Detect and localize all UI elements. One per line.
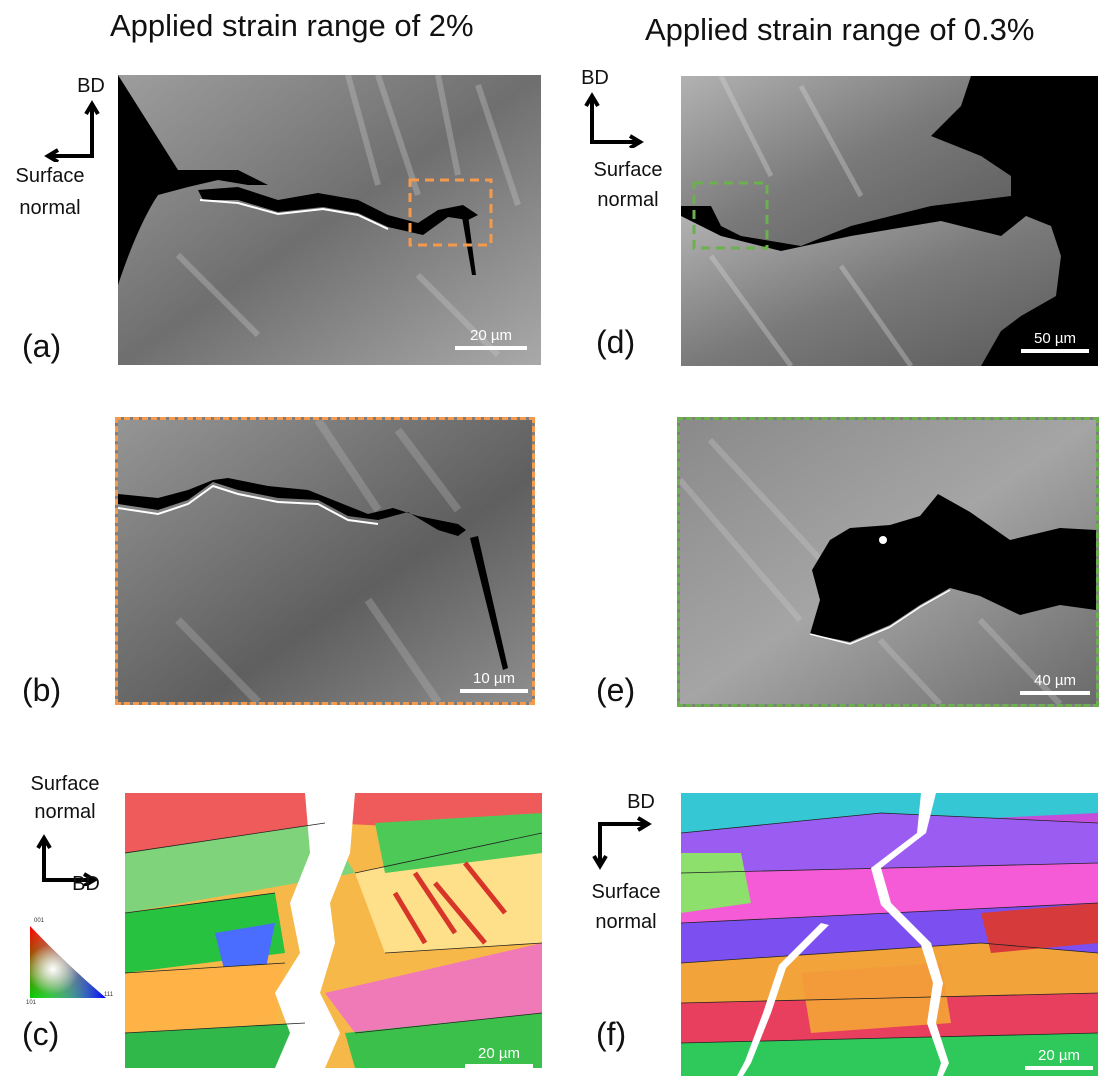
- sem-image-b: 10 µm: [115, 417, 535, 705]
- bd-label-c: BD: [72, 873, 100, 895]
- scale-bar-f: 20 µm: [1025, 1047, 1093, 1070]
- right-column-title: Applied strain range of 0.3%: [645, 12, 1035, 47]
- panel-label-c: (c): [22, 1016, 60, 1052]
- surface-label-c: Surface: [30, 773, 100, 795]
- ebsd-map-c: 20 µm: [125, 793, 542, 1068]
- panel-label-b: (b): [22, 672, 62, 708]
- normal-label-d: normal: [597, 189, 659, 211]
- sem-image-e: 40 µm: [677, 417, 1099, 707]
- ipf-001-label: 001: [34, 918, 45, 924]
- bd-label-a: BD: [77, 75, 105, 97]
- scale-line-d: [1021, 349, 1089, 353]
- axis-arrows-d: [584, 92, 644, 148]
- scale-text-e: 40 µm: [1034, 672, 1076, 689]
- normal-label-a: normal: [19, 197, 81, 219]
- panel-label-d: (d): [596, 324, 636, 360]
- axis-arrows-f: [592, 816, 652, 870]
- scale-line-f: [1025, 1066, 1093, 1070]
- scale-bar-b: 10 µm: [460, 670, 528, 693]
- scale-line-a: [455, 346, 527, 350]
- ipf-111-label: 111: [104, 992, 114, 998]
- surface-label-d: Surface: [593, 159, 663, 181]
- ipf-101-label: 101: [26, 1000, 37, 1006]
- ipf-color-key: [30, 926, 106, 998]
- sem-image-d: 50 µm: [681, 76, 1098, 366]
- scale-line-b: [460, 689, 528, 693]
- scale-bar-a: 20 µm: [455, 327, 527, 350]
- scale-text-a: 20 µm: [470, 327, 512, 344]
- ebsd-map-f: 20 µm: [681, 793, 1098, 1076]
- panel-label-f: (f): [596, 1016, 627, 1052]
- sem-image-a: 20 µm: [118, 75, 541, 365]
- scale-line-c: [465, 1064, 533, 1068]
- surface-label-f: Surface: [591, 881, 661, 903]
- axis-arrows-a: [44, 100, 100, 162]
- scale-bar-e: 40 µm: [1020, 672, 1090, 695]
- scale-bar-c: 20 µm: [465, 1045, 533, 1068]
- surface-label-a: Surface: [15, 165, 85, 187]
- scale-line-e: [1020, 691, 1090, 695]
- left-column-title: Applied strain range of 2%: [110, 8, 474, 43]
- bd-label-f: BD: [627, 791, 655, 813]
- scale-text-d: 50 µm: [1034, 330, 1076, 347]
- panel-label-a: (a): [22, 328, 62, 364]
- normal-label-c: normal: [34, 801, 96, 823]
- scale-bar-d: 50 µm: [1021, 330, 1089, 353]
- scale-text-b: 10 µm: [473, 670, 515, 687]
- panel-label-e: (e): [596, 672, 636, 708]
- bd-label-d: BD: [581, 67, 609, 89]
- axis-arrows-c: [36, 834, 98, 886]
- scale-text-c: 20 µm: [478, 1045, 520, 1062]
- normal-label-f: normal: [595, 911, 657, 933]
- scale-text-f: 20 µm: [1038, 1047, 1080, 1064]
